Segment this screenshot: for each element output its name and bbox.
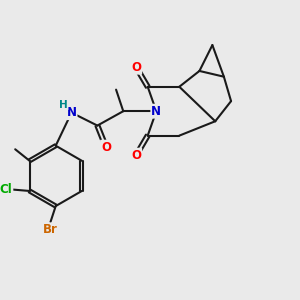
- Text: Br: Br: [43, 224, 58, 236]
- Text: O: O: [131, 149, 141, 162]
- Text: O: O: [131, 61, 141, 74]
- Text: O: O: [101, 141, 111, 154]
- Text: N: N: [151, 105, 161, 118]
- Text: Cl: Cl: [0, 183, 12, 196]
- Text: N: N: [67, 106, 76, 119]
- Text: H: H: [59, 100, 68, 110]
